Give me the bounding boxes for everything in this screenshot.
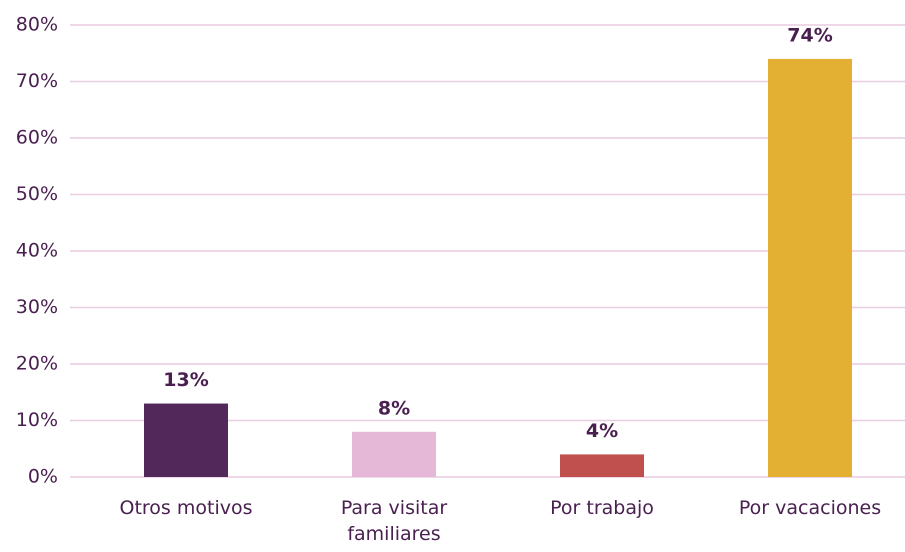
y-tick-label: 20% bbox=[16, 353, 58, 375]
x-tick-label-box: Por trabajo bbox=[550, 497, 654, 519]
value-label: 4% bbox=[586, 420, 618, 442]
y-tick-label: 30% bbox=[16, 296, 58, 318]
y-tick-label: 80% bbox=[16, 14, 58, 36]
x-tick-label: Por trabajo bbox=[550, 497, 654, 519]
bar bbox=[352, 431, 436, 477]
bar bbox=[144, 403, 228, 477]
x-tick-label: Por vacaciones bbox=[738, 497, 882, 519]
y-tick-label: 0% bbox=[28, 466, 58, 488]
y-tick-label: 10% bbox=[16, 409, 58, 431]
x-tick-label-box: Otros motivos bbox=[119, 497, 253, 519]
x-tick-label-box: Por vacaciones bbox=[738, 497, 882, 519]
bar bbox=[768, 58, 852, 478]
value-label: 13% bbox=[163, 369, 208, 391]
x-tick-label-box: Para visitar familiares bbox=[340, 497, 448, 545]
x-tick-label: Otros motivos bbox=[119, 497, 253, 519]
y-tick-label: 40% bbox=[16, 240, 58, 262]
y-tick-label: 60% bbox=[16, 127, 58, 149]
x-tick-label: Para visitar familiares bbox=[340, 497, 448, 545]
value-label: 74% bbox=[787, 24, 832, 46]
y-tick-label: 70% bbox=[16, 70, 58, 92]
value-label: 8% bbox=[378, 397, 410, 419]
y-tick-label: 50% bbox=[16, 183, 58, 205]
bar bbox=[560, 454, 644, 477]
